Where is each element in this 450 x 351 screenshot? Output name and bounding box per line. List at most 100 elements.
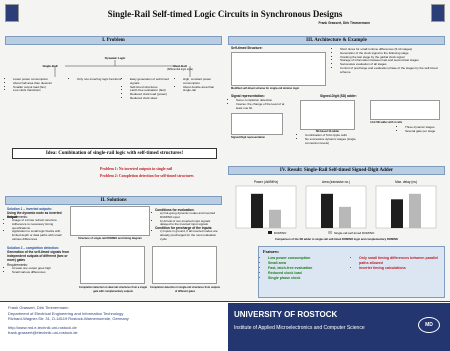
node: Single-Rail: [42, 64, 58, 68]
section-heading: IV. Result: Single-Rail Self-timed Signe…: [228, 166, 445, 175]
caption: Completion detection in single-rail stru…: [150, 286, 221, 293]
figure: [70, 206, 150, 236]
features-box: Features: Low power consumptionSmall are…: [258, 246, 445, 298]
caption: Signed-Digit representation: [231, 136, 266, 139]
bullet: Small area: [268, 261, 343, 266]
bullet: b) Arrival of non-inverted input signals…: [160, 219, 221, 228]
bullet-list: Easy generation of self-timed signalsSel…: [125, 77, 177, 101]
caption: Structure of single-rail DOMINO and timi…: [78, 237, 142, 240]
institute: Institute of Applied Microelectronics an…: [234, 325, 365, 331]
bullet: Low clock transitions: [13, 89, 66, 93]
list: Lower power consumptionAbout half area t…: [8, 77, 66, 93]
bullet: Application to small logic blocks with l…: [12, 229, 67, 241]
bullet: Only small timing differences between pa…: [359, 256, 442, 266]
section-heading: II. Solutions: [5, 196, 222, 205]
bullet: Easy generation of self-timed signals: [130, 77, 177, 86]
bullet: Self-timed structures: [130, 85, 177, 90]
section-heading: III. Architecture & Example: [228, 36, 445, 45]
bullet: Some completion detection: [236, 98, 286, 103]
list: At least one output goes highSmall vario…: [7, 266, 67, 275]
bullet-list: Usage of a brute refresh structureAdhere…: [7, 218, 67, 242]
chart-title: Area (transistor no.): [322, 180, 350, 184]
bullet: Generation of the clock signal to the fo…: [340, 51, 443, 56]
legend-label: DOMINO: [274, 231, 287, 235]
logo-left: [5, 4, 19, 22]
caption: 4-bit SD adder with 3 cells: [370, 121, 403, 124]
bullet-list: Some completion detectionInverse: the ch…: [231, 98, 286, 111]
bullet: Only non-inverting logic functions: [77, 77, 122, 82]
bullet: Adherence to necessary timing specificat…: [12, 222, 67, 231]
bullet: Successive evaluation of all stages: [340, 62, 443, 67]
node: Dynamic Logic: [104, 56, 126, 60]
caption: Modified self-timed scheme for single-ra…: [231, 87, 300, 90]
bullet: Storage of information between last and …: [340, 59, 443, 63]
text: Using the dynamic node as inverted outpu…: [7, 211, 62, 219]
text: Richard-Wagner-Str. 31, D-18119 Rostock-…: [8, 316, 129, 321]
list: Short times for small runtime difference…: [335, 47, 443, 75]
bullet: At least one output goes high: [12, 266, 67, 271]
bullet: Reduced clock load (power): [130, 92, 177, 97]
bar: [269, 209, 281, 228]
subheading: Signed-Digit (SD) adder:: [320, 94, 357, 98]
figure: [370, 100, 440, 120]
bullet: Inverse: the change of the level of at l…: [236, 102, 286, 111]
title: Single-Rail Self-timed Logic Circuits in…: [107, 9, 343, 19]
bar: [391, 199, 403, 228]
bullet: About double area than single-rail: [183, 85, 222, 94]
list: Only small timing differences between pa…: [354, 256, 442, 271]
bullet: c) Inputs in ground, if all inverted nod…: [160, 229, 221, 241]
text: Condition for precharge of the inputs:: [155, 226, 213, 230]
bullet-list: Three dynamic stagesSeveral gate per sta…: [400, 125, 445, 134]
bullet: Small various differences: [12, 270, 67, 275]
bar: [339, 206, 351, 228]
logo: MD: [418, 317, 440, 333]
figure: [152, 246, 217, 284]
subheading: Solution 2 – completion detection:: [7, 246, 60, 250]
plot-frame: [375, 185, 437, 229]
idea: Idea: Combination of single-rail logic w…: [12, 148, 217, 159]
bullet: Smaller output load (fan): [13, 85, 66, 90]
bullet-list: a) Out-going dynamic nodes and inverted …: [155, 211, 221, 228]
bullet: Control of precharge and evaluation phas…: [340, 66, 443, 75]
chart-title: Power (uW/MHz): [254, 180, 278, 184]
text: Requirements:: [7, 263, 28, 267]
bullet: Reduced clock load: [268, 271, 343, 276]
list: Three dynamic stagesSeveral gate per sta…: [400, 125, 445, 134]
list: a) Out-going dynamic nodes and inverted …: [155, 211, 221, 228]
tree-lines: [54, 60, 191, 77]
link[interactable]: frank.grassert@etechnik.uni-rostock.de: [8, 330, 78, 335]
bar: [321, 193, 333, 228]
text: Conditions for evaluation:: [155, 208, 195, 212]
subheading: Self-timed Structure:: [231, 46, 263, 50]
text: Department of Electrical Engineering and…: [8, 310, 124, 316]
bullet: a) Out-going dynamic nodes and inverted …: [160, 211, 221, 220]
problem-2: Problem 2: Completion detection for self…: [100, 174, 194, 178]
section-heading: I. Problem: [5, 36, 222, 45]
caption: Completion detection in dual-rail struct…: [78, 286, 148, 293]
bullet: No successive dynamic stages (single con…: [305, 137, 358, 146]
university-band: UNIVERSITY OF ROSTOCK Institute of Appli…: [228, 303, 450, 351]
list: Only non-inverting logic functions: [72, 77, 122, 82]
bullet-list: Low power consumptionSmall areaFast, lat…: [263, 256, 343, 281]
legend-swatch: [268, 231, 272, 234]
bullet: Single phase clock: [268, 276, 343, 281]
list: Usage of a brute refresh structureAdhere…: [7, 218, 67, 242]
list: Some completion detectionInverse: the ch…: [231, 98, 286, 111]
bullet: Combination of 5-bit ripple cells: [305, 133, 358, 138]
bullet: Three dynamic stages: [405, 125, 445, 130]
bullet: Several gate per stage: [405, 129, 445, 134]
plot-frame: [235, 185, 297, 229]
caption: Comparison of the SD adder in single-rai…: [274, 238, 399, 241]
bullet-list: Short times for small runtime difference…: [335, 47, 443, 75]
bullet-list: At least one output goes highSmall vario…: [7, 266, 67, 275]
bullet-list: Only small timing differences between pa…: [354, 256, 442, 271]
bullet-list: Combination of 5-bit ripple cellsNo succ…: [300, 133, 358, 146]
figure: [300, 100, 355, 130]
authors: Frank Grassert, Dirk Timmermann: [318, 21, 371, 25]
caption: SD-based 4b adder: [315, 130, 340, 133]
link[interactable]: http://www.md.e-technik.uni-rostock.de: [8, 324, 77, 330]
list: Low power consumptionSmall areaFast, lat…: [263, 256, 343, 281]
list: Combination of 5-bit ripple cellsNo succ…: [300, 133, 358, 146]
subheading: Signal representation:: [231, 94, 265, 98]
